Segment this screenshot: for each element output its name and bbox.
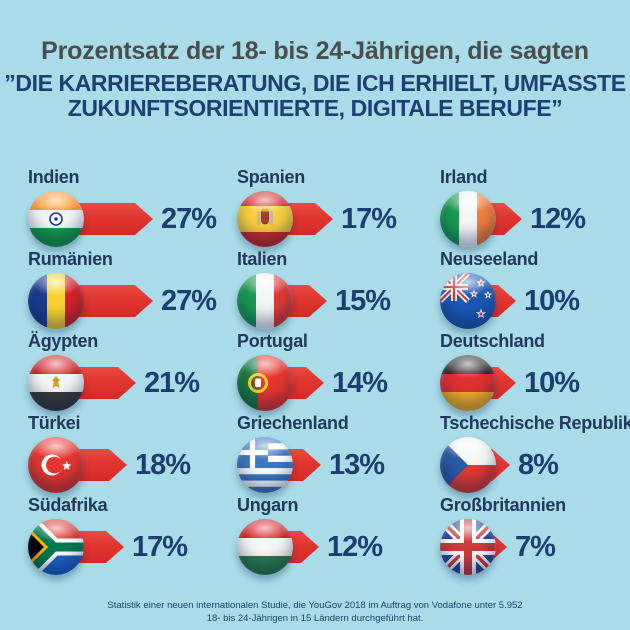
country-label: Italien [237, 249, 287, 269]
country-label: Großbritannien [440, 495, 566, 515]
value-label: 15% [335, 284, 391, 317]
country-entry: Tschechische Republik 8% [440, 413, 630, 495]
country-entry: Türkei 18% [28, 413, 237, 495]
country-bar: 10% [440, 355, 630, 411]
country-bar: 12% [237, 519, 440, 575]
value-label: 13% [329, 448, 385, 481]
country-entry: Indien 27% [28, 167, 237, 249]
india-flag-icon [28, 191, 84, 247]
country-bar: 8% [440, 437, 630, 493]
headline-quote-line1: ”DIE KARRIEREBERATUNG, DIE ICH ERHIELT, … [4, 70, 626, 96]
country-entry: Ungarn 12% [237, 495, 440, 577]
country-label: Südafrika [28, 495, 108, 515]
country-label: Türkei [28, 413, 81, 433]
header: Prozentsatz der 18- bis 24-Jährigen, die… [0, 38, 630, 121]
source-note-line1: Statistik einer neuen internationalen St… [107, 600, 523, 611]
value-label: 17% [341, 202, 397, 235]
country-bar: 17% [28, 519, 237, 575]
country-bar: 10% [440, 273, 630, 329]
italy-flag-icon [237, 273, 293, 329]
turkey-flag-icon [28, 437, 84, 493]
egypt-flag-icon [28, 355, 84, 411]
country-entry: Irland 12% [440, 167, 630, 249]
value-label: 17% [132, 530, 188, 563]
value-label: 14% [332, 366, 388, 399]
country-bar: 18% [28, 437, 237, 493]
value-label: 8% [518, 448, 559, 481]
country-label: Spanien [237, 167, 305, 187]
value-label: 18% [135, 448, 191, 481]
country-label: Ägypten [28, 331, 98, 351]
country-entry: Neuseeland 10% [440, 249, 630, 331]
country-label: Deutschland [440, 331, 545, 351]
country-bar: 14% [237, 355, 440, 411]
country-entry: Italien 15% [237, 249, 440, 331]
value-label: 12% [327, 530, 383, 563]
source-note-line2: 18- bis 24-Jährigen in 15 Ländern durchg… [206, 613, 424, 625]
headline-quote-line2: ZUKUNFTSORIENTIERTE, DIGITALE BERUFE” [67, 95, 563, 121]
country-label: Indien [28, 167, 80, 187]
country-entry: Großbritannien 7% [440, 495, 630, 577]
country-bar: 7% [440, 519, 630, 575]
country-bar: 15% [237, 273, 440, 329]
country-entry: Rumänien 27% [28, 249, 237, 331]
country-label: Irland [440, 167, 488, 187]
ireland-flag-icon [440, 191, 496, 247]
country-label: Rumänien [28, 249, 113, 269]
country-entry: Deutschland 10% [440, 331, 630, 413]
country-grid: Indien 27% Rumänien 27% Ägypten 21% Türk… [0, 167, 630, 577]
value-label: 27% [161, 284, 217, 317]
spain-flag-icon [237, 191, 293, 247]
page-title: Prozentsatz der 18- bis 24-Jährigen, die… [41, 37, 589, 65]
value-label: 10% [524, 284, 580, 317]
country-entry: Südafrika 17% [28, 495, 237, 577]
country-bar: 27% [28, 191, 237, 247]
germany-flag-icon [440, 355, 496, 411]
value-label: 7% [515, 530, 556, 563]
country-label: Griechenland [237, 413, 349, 433]
czech-republic-flag-icon [440, 437, 496, 493]
country-bar: 12% [440, 191, 630, 247]
greece-flag-icon [237, 437, 293, 493]
country-bar: 17% [237, 191, 440, 247]
new-zealand-flag-icon [440, 273, 496, 329]
country-bar: 21% [28, 355, 237, 411]
country-label: Neuseeland [440, 249, 539, 269]
country-bar: 27% [28, 273, 237, 329]
south-africa-flag-icon [28, 519, 84, 575]
portugal-flag-icon [237, 355, 293, 411]
source-note: Statistik einer neuen internationalen St… [0, 599, 630, 626]
great-britain-flag-icon [440, 519, 496, 575]
country-bar: 13% [237, 437, 440, 493]
hungary-flag-icon [237, 519, 293, 575]
country-entry: Griechenland 13% [237, 413, 440, 495]
value-label: 10% [524, 366, 580, 399]
romania-flag-icon [28, 273, 84, 329]
country-entry: Ägypten 21% [28, 331, 237, 413]
value-label: 21% [144, 366, 200, 399]
country-label: Portugal [237, 331, 308, 351]
country-entry: Spanien 17% [237, 167, 440, 249]
value-label: 12% [530, 202, 586, 235]
country-label: Ungarn [237, 495, 299, 515]
value-label: 27% [161, 202, 217, 235]
country-entry: Portugal 14% [237, 331, 440, 413]
country-label: Tschechische Republik [440, 413, 630, 433]
